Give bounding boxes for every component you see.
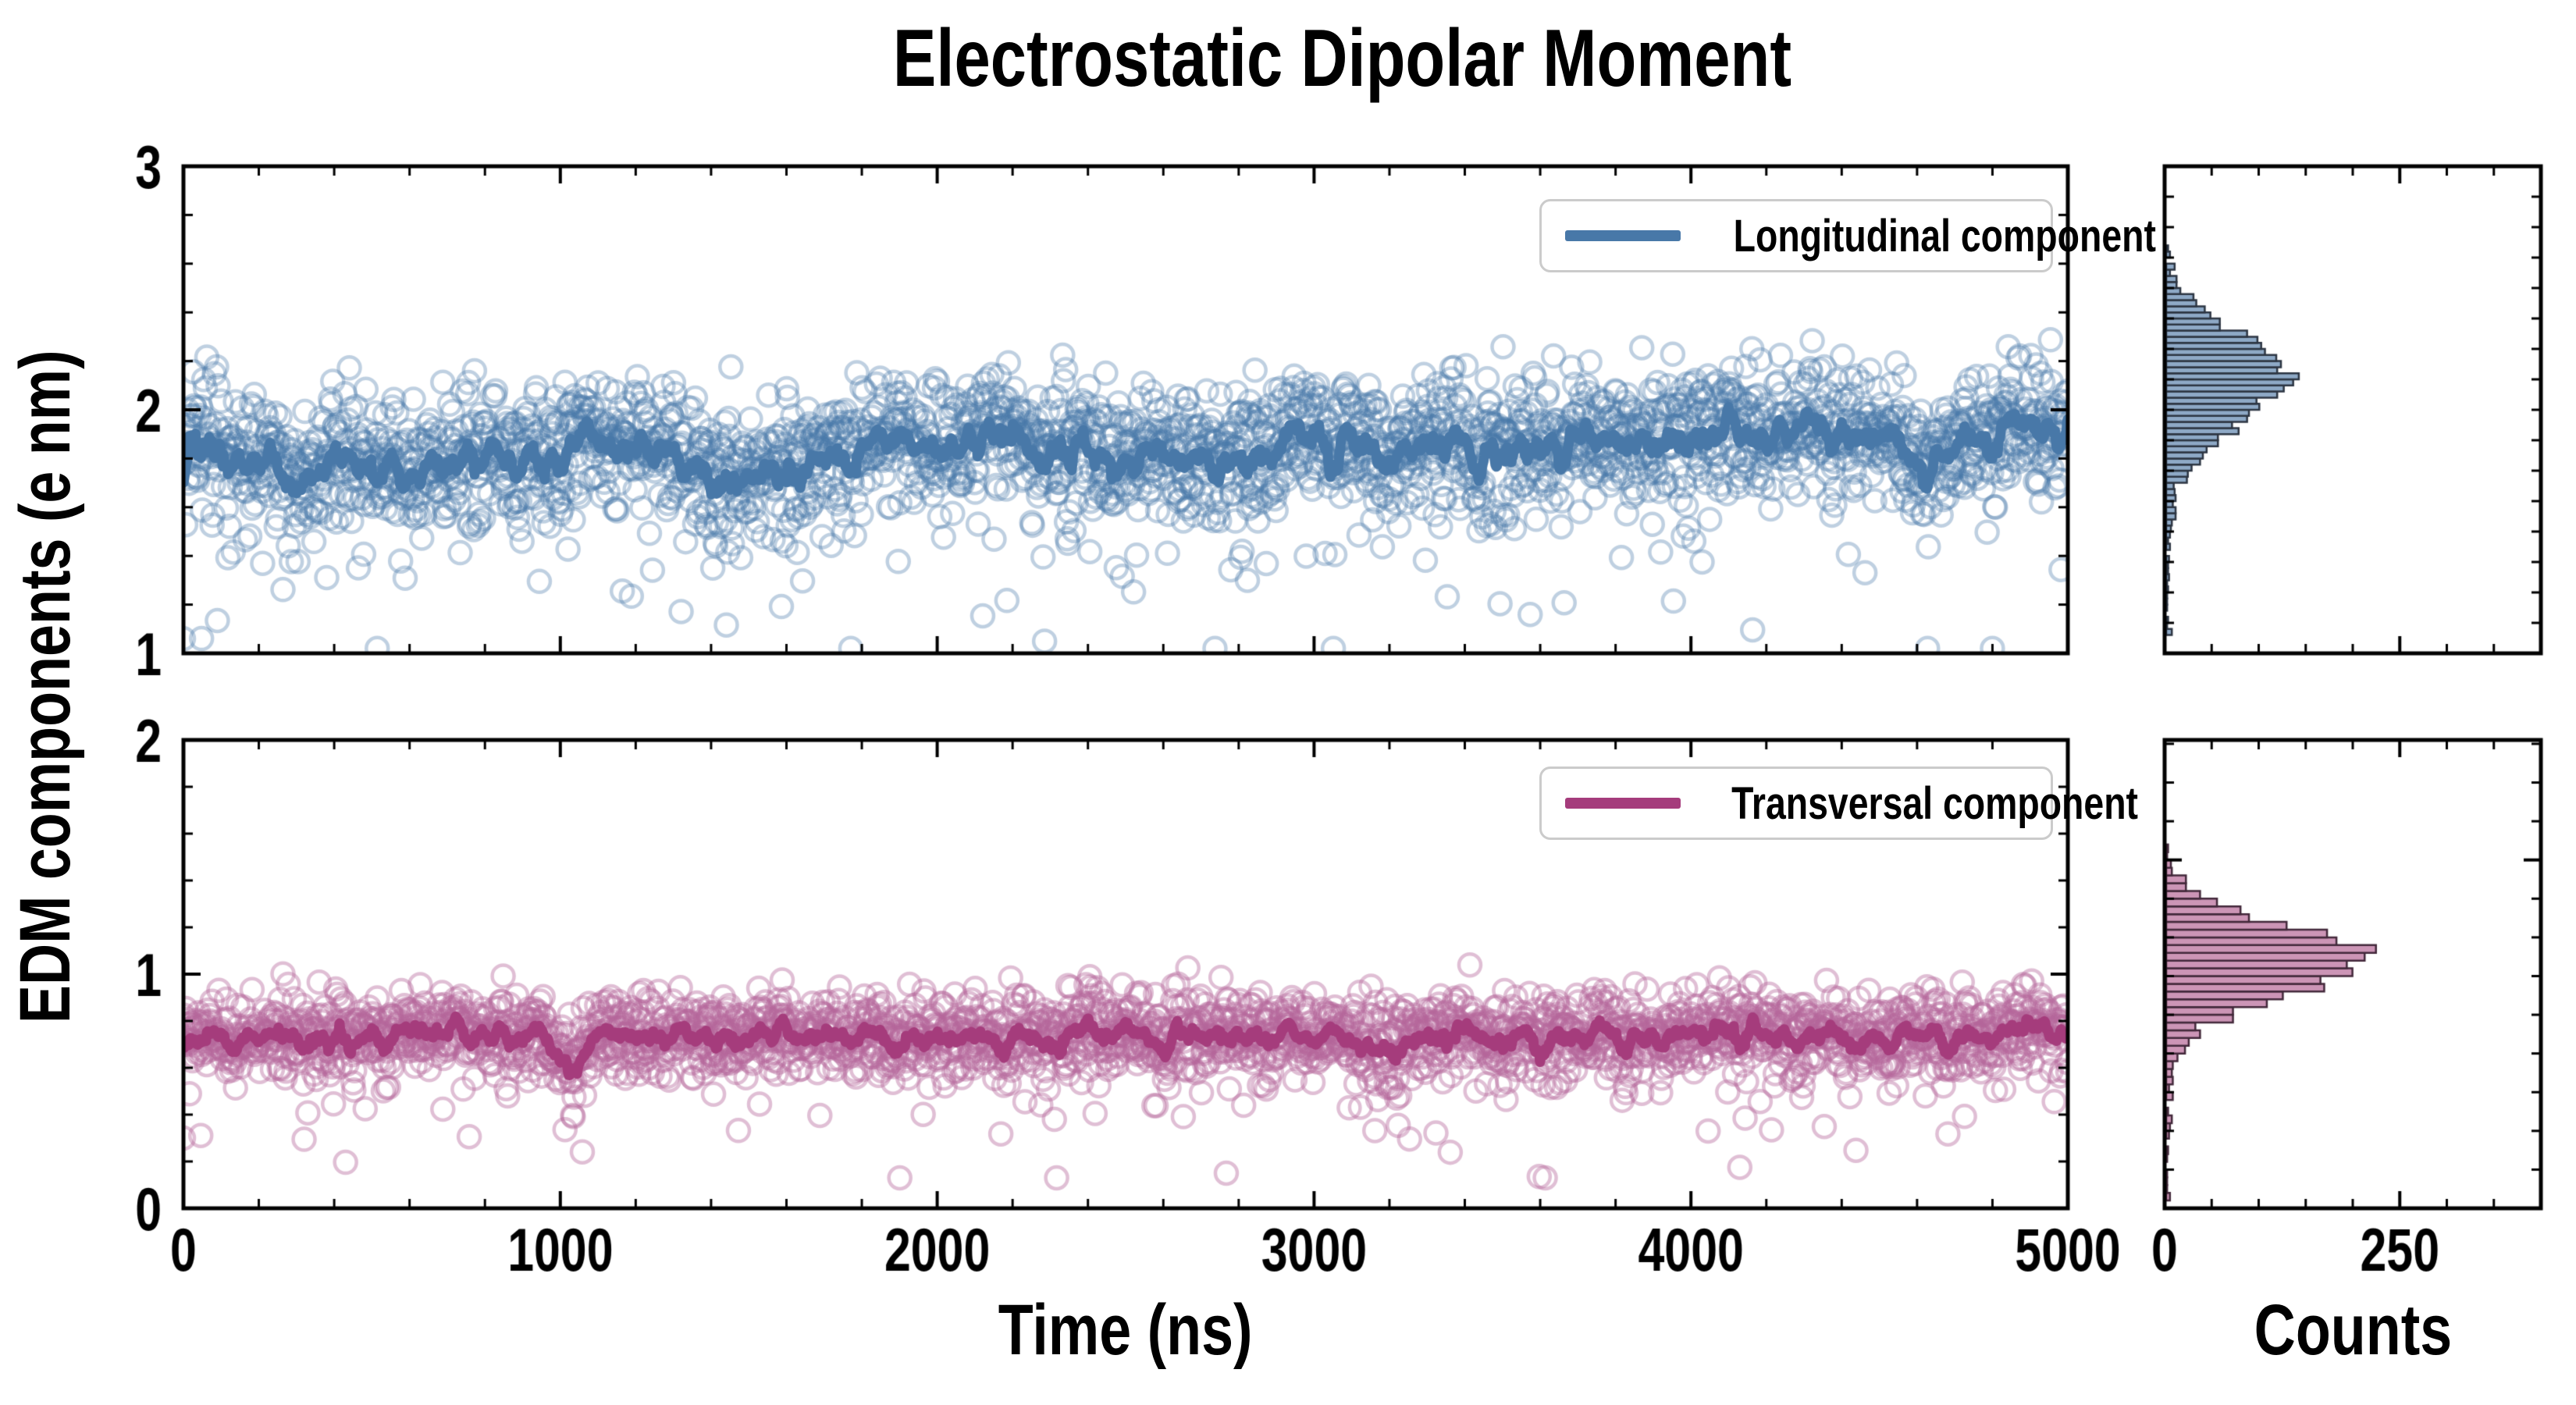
legend-line-swatch-transversal: [1565, 798, 1681, 809]
legend-longitudinal: Longitudinal component: [1539, 199, 2156, 272]
legend-line-swatch-longitudinal: [1565, 230, 1681, 241]
x-axis-label-counts-text: Counts: [2254, 1290, 2452, 1370]
chart-title-text: Electrostatic Dipolar Moment: [892, 13, 1792, 104]
y-axis-label: EDM components (e nm): [5, 180, 86, 1194]
x-axis-label-time: Time (ns): [657, 1289, 1594, 1371]
y-axis-label-text: EDM components (e nm): [5, 350, 85, 1024]
x-axis-label-counts: Counts: [2041, 1289, 2576, 1371]
legend-transversal: Transversal component: [1539, 767, 2138, 840]
chart-title: Electrostatic Dipolar Moment: [781, 12, 1791, 105]
legend-label-longitudinal: Longitudinal component: [1733, 210, 2156, 261]
x-axis-label-time-text: Time (ns): [998, 1290, 1253, 1370]
legend-label-transversal: Transversal component: [1731, 777, 2139, 829]
